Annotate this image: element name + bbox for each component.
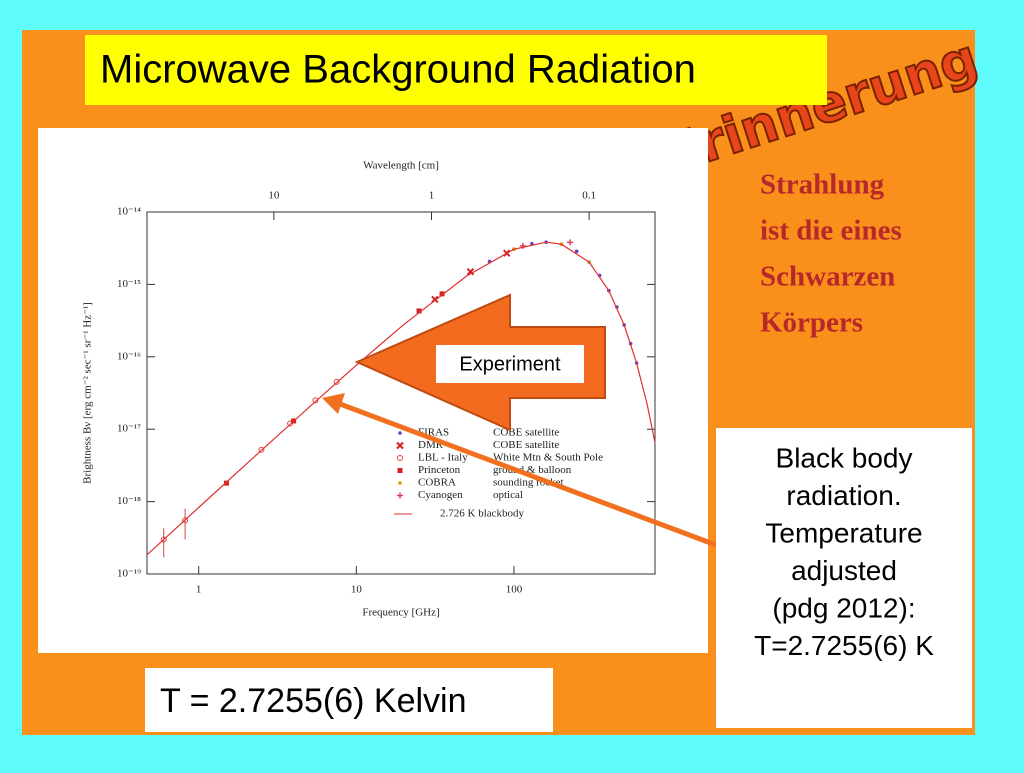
y-tick-label: 10⁻¹⁹ [117,568,141,580]
x2-axis-label: Wavelength [cm] [363,160,439,172]
y-tick-label: 10⁻¹⁵ [117,278,141,290]
legend-marker [398,431,402,435]
pointer-line [339,401,717,548]
point [287,420,294,427]
legend-marker [396,441,404,450]
legend-name: COBRA [418,477,456,489]
note-line: Black body [776,442,913,473]
x2-tick-label: 10 [268,190,280,202]
x2-tick-label: 0.1 [582,190,596,202]
curve [146,241,656,556]
legend-marker [397,492,403,499]
callout: Experiment [459,353,561,375]
statement-line: Körpers [760,307,863,339]
legend-name: LBL - Italy [418,452,468,464]
point [223,480,229,486]
x-axis-label: Frequency [GHz] [362,607,439,619]
note-line: T=2.7255(6) K [754,630,934,661]
legend-source: optical [493,489,523,501]
point [416,308,422,314]
point [160,536,167,543]
note-box [716,428,972,728]
note-line: Temperature [765,517,922,548]
note-line: adjusted [791,555,897,586]
x2-tick-label: 1 [429,190,435,202]
point [312,397,319,404]
point [574,249,579,254]
x-tick-label: 1 [196,584,202,596]
legend-source: COBE satellite [493,427,559,439]
x-tick-label: 100 [506,584,523,596]
statement-line: Schwarzen [760,261,895,293]
pointer-head [322,393,345,414]
callout-box [436,345,584,383]
y-tick-label: 10⁻¹⁴ [117,206,141,218]
title-box [85,35,827,105]
plot: Frequency [GHz] Wavelength [cm] Brightness… [82,160,656,619]
legend-source: COBE satellite [493,439,559,451]
point [333,378,340,385]
result-box [145,668,553,732]
y-tick-label: 10⁻¹⁸ [117,495,141,507]
result: T = 2.7255(6) Kelvin [160,682,467,720]
point [182,517,189,524]
legend-name: 2.726 K blackbody [440,508,525,520]
y-axis-label: Brightness Bν [erg cm⁻² sec⁻¹ sr⁻¹ Hz⁻¹] [82,302,94,484]
legend-marker [397,468,403,473]
point [258,446,265,453]
note-line: radiation. [786,480,901,511]
legend-name: Princeton [418,464,461,476]
title: Microwave Background Radiation [100,48,696,92]
y-tick-label: 10⁻¹⁷ [117,423,141,435]
legend-name: Cyanogen [418,489,463,501]
legend-marker [398,481,402,485]
statement-line: ist die eines [760,215,902,247]
note: Black body radiation. Temperature adjusted (… [754,442,934,661]
statement-line: Strahlung [760,169,885,201]
x-tick-label: 10 [351,584,363,596]
legend-source: White Mtn & South Pole [493,452,603,464]
note-line: (pdg 2012): [772,592,915,623]
y-tick-label: 10⁻¹⁶ [117,350,141,362]
legend-marker [397,455,403,461]
plot-frame [146,211,656,575]
point [466,267,475,276]
statement: Strahlung ist die eines Schwarzen Körpers [760,169,902,339]
point [439,291,445,297]
point [567,239,574,246]
point [519,242,526,249]
